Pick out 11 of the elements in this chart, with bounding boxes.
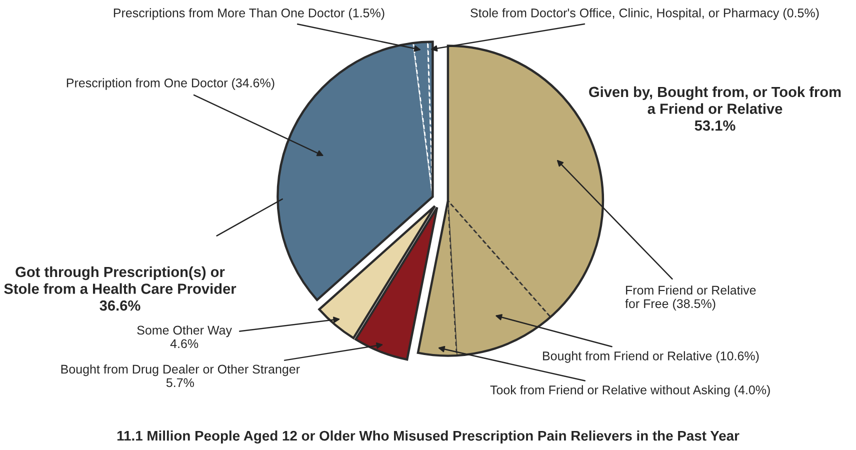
slice-label: Bought from Friend or Relative (10.6%) — [543, 351, 759, 363]
slice-label: Stole from Doctor's Office, Clinic, Hospital, or Pharmacy (0.5%) — [470, 8, 819, 20]
slice-label: Prescriptions from More Than One Doctor (1.5%) — [114, 8, 384, 20]
slice-label: Took from Friend or Relative without Asking (4.0%) — [490, 385, 770, 397]
slice-label: From Friend or Relative for Free (38.5%) — [625, 285, 756, 311]
slice-label: Bought from Drug Dealer or Other Stranger 5.7% — [61, 364, 300, 388]
text: 11.1 Million People Aged 12 or Older Who Misused Prescription Pain Relievers in the Past Year — [117, 430, 740, 444]
text: Given by, Bought from, or Took from a Friend or Relative 53.1% — [589, 86, 841, 131]
slice-label: Prescription from One Doctor (34.6%) — [66, 78, 274, 90]
text: Got through Prescription(s) or Stole from a Health Care Provider 36.6% — [4, 266, 236, 311]
slice-label: Some Other Way 4.6% — [137, 325, 232, 348]
